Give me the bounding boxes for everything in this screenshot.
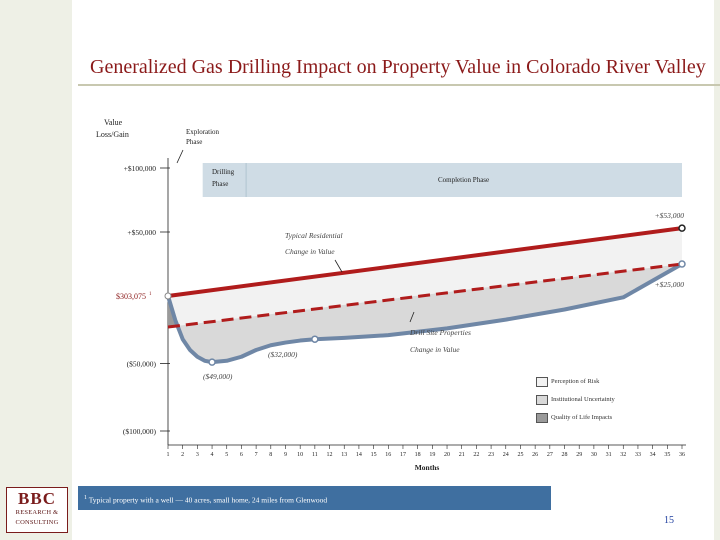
x-tick-label-28: 28 xyxy=(562,452,568,458)
series-label-drill-1: Drill Site Properties xyxy=(409,328,471,337)
page-number: 15 xyxy=(664,515,674,526)
footnote-box: 1 Typical property with a well — 40 acre… xyxy=(78,486,551,510)
slide-title: Generalized Gas Drilling Impact on Prope… xyxy=(90,56,706,78)
x-tick-label-18: 18 xyxy=(415,452,421,458)
x-tick-label-22: 22 xyxy=(473,452,479,458)
x-tick-label-9: 9 xyxy=(284,452,287,458)
x-tick-label-14: 14 xyxy=(356,452,362,458)
footnote-marker: 1 xyxy=(84,495,87,501)
x-tick-label-26: 26 xyxy=(532,452,538,458)
x-tick-label-21: 21 xyxy=(459,452,465,458)
line-dashed-reference xyxy=(167,262,683,329)
legend-swatch-perception xyxy=(536,377,548,387)
x-tick-label-1: 1 xyxy=(167,452,170,458)
x-tick-label-3: 3 xyxy=(196,452,199,458)
point-label-minus-32000: ($32,000) xyxy=(268,350,298,359)
marker-typical-end xyxy=(678,224,686,232)
line-drill-site xyxy=(166,262,683,365)
phase-band xyxy=(202,163,682,197)
area-perception-of-risk xyxy=(168,228,682,326)
x-tick-label-34: 34 xyxy=(650,452,656,458)
y-tick-label-plus-50k: +$50,000 xyxy=(127,228,156,237)
phase-label-completion: Completion Phase xyxy=(438,176,489,184)
x-tick-label-27: 27 xyxy=(547,452,553,458)
x-tick-label-36: 36 xyxy=(679,452,685,458)
point-label-plus-53000: +$53,000 xyxy=(655,211,685,220)
point-label-plus-25000: +$25,000 xyxy=(655,280,685,289)
y-tick-label-plus-100k: +$100,000 xyxy=(124,164,157,173)
x-tick-label-4: 4 xyxy=(211,452,214,458)
x-tick-label-11: 11 xyxy=(312,452,318,458)
marker-drill-end xyxy=(678,260,686,268)
x-tick-label-32: 32 xyxy=(620,452,626,458)
logo-mark: BBC xyxy=(18,489,56,508)
x-tick-label-30: 30 xyxy=(591,452,597,458)
y-axis-title-1: Value xyxy=(104,118,123,127)
legend-swatch-institutional xyxy=(536,395,548,405)
x-tick-label-33: 33 xyxy=(635,452,641,458)
y-axis-title-2: Loss/Gain xyxy=(96,130,129,139)
phase-label-exploration-2: Phase xyxy=(186,138,202,146)
callout-drill xyxy=(409,311,415,323)
area-institutional-uncertainty xyxy=(168,264,682,363)
phase-label-exploration-1: Exploration xyxy=(186,128,220,136)
x-tick-label-31: 31 xyxy=(606,452,612,458)
y-tick-label-baseline: $303,075 xyxy=(116,292,146,301)
x-tick-label-17: 17 xyxy=(400,452,406,458)
x-tick-label-12: 12 xyxy=(327,452,333,458)
left-accent-bar xyxy=(0,0,72,540)
y-tick-superscript: 1 xyxy=(149,292,152,297)
phase-pointer-exploration xyxy=(176,149,184,164)
series-label-drill-2: Change in Value xyxy=(410,345,460,354)
y-tick-label-minus-50k: ($50,000) xyxy=(127,360,157,369)
x-tick-label-6: 6 xyxy=(240,452,243,458)
x-tick-label-2: 2 xyxy=(181,452,184,458)
y-tick-label-minus-100k: ($100,000) xyxy=(123,427,157,436)
x-tick-label-16: 16 xyxy=(385,452,391,458)
legend-label-quality: Quality of Life Impacts xyxy=(551,414,613,421)
legend-label-perception: Perception of Risk xyxy=(551,378,600,385)
x-tick-label-8: 8 xyxy=(269,452,272,458)
marker-drill-min xyxy=(208,358,216,366)
x-tick-label-35: 35 xyxy=(664,452,670,458)
company-logo: BBC RESEARCH & CONSULTING xyxy=(6,487,68,533)
footnote-text: Typical property with a well — 40 acres,… xyxy=(88,495,328,505)
series-label-typical-1: Typical Residential xyxy=(285,231,343,240)
x-tick-label-20: 20 xyxy=(444,452,450,458)
phase-label-drilling-2: Phase xyxy=(212,180,228,188)
x-tick-label-25: 25 xyxy=(517,452,523,458)
callout-typical xyxy=(334,259,343,273)
x-tick-label-29: 29 xyxy=(576,452,582,458)
marker-start xyxy=(164,292,172,300)
logo-line-2: CONSULTING xyxy=(15,519,59,526)
x-tick-label-19: 19 xyxy=(429,452,435,458)
x-tick-label-10: 10 xyxy=(297,452,303,458)
phase-label-drilling-1: Drilling xyxy=(212,168,235,176)
title-divider xyxy=(78,84,720,86)
x-tick-label-7: 7 xyxy=(255,452,258,458)
series-label-typical-2: Change in Value xyxy=(285,247,335,256)
line-typical-residential xyxy=(167,226,683,298)
right-accent-bar xyxy=(714,0,720,540)
x-tick-label-24: 24 xyxy=(503,452,509,458)
x-tick-label-23: 23 xyxy=(488,452,494,458)
logo-line-1: RESEARCH & xyxy=(15,509,59,516)
marker-drill-month-11 xyxy=(311,335,319,343)
x-tick-label-15: 15 xyxy=(371,452,377,458)
legend-label-institutional: Institutional Uncertainty xyxy=(551,396,615,403)
x-axis-title: Months xyxy=(415,463,440,472)
point-label-minus-49000: ($49,000) xyxy=(203,372,233,381)
x-tick-label-13: 13 xyxy=(341,452,347,458)
x-tick-label-5: 5 xyxy=(225,452,228,458)
legend-swatch-quality xyxy=(536,413,548,423)
